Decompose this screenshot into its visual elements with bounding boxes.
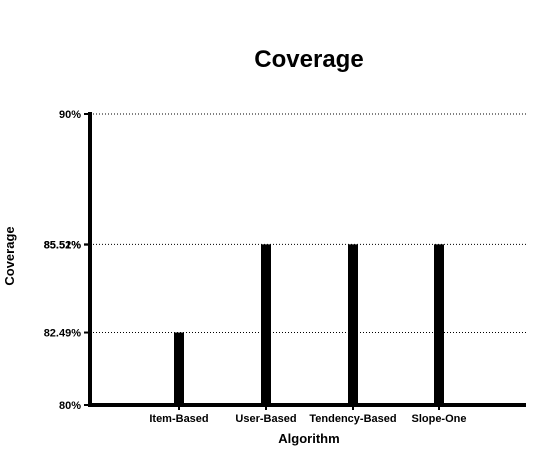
chart-title: Coverage: [254, 46, 363, 73]
x-axis-label: Algorithm: [278, 431, 339, 446]
y-tick-label-3: 85.52%: [44, 239, 82, 251]
x-tick-label-2: Tendency-Based: [309, 413, 396, 425]
bar-user-based: [261, 244, 271, 405]
x-tick-label-1: User-Based: [235, 413, 296, 425]
bars-group: [174, 244, 444, 405]
y-tick-label-1: 82.49%: [44, 328, 82, 340]
y-tick-label-2: 85.51%: [44, 240, 82, 252]
x-tick-label-3: Slope-One: [411, 413, 466, 425]
bar-slope-one: [434, 244, 444, 405]
bar-item-based: [174, 332, 184, 405]
gridlines: [90, 113, 526, 334]
bar-tendency-based: [348, 244, 358, 405]
x-ticks: Item-Based User-Based Tendency-Based Slope-…: [149, 405, 467, 425]
y-tick-label-4: 90%: [59, 109, 81, 121]
y-axis-label: Coverage: [2, 226, 17, 285]
y-tick-label-0: 80%: [59, 400, 81, 412]
x-tick-label-0: Item-Based: [149, 413, 208, 425]
y-ticks: 80% 82.49% 85.51%85.52% 90%: [44, 109, 90, 412]
